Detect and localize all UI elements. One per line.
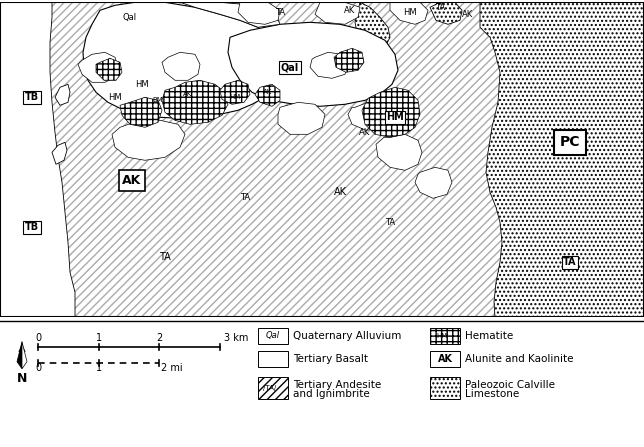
Text: 0: 0 <box>35 363 41 373</box>
Bar <box>258 328 288 344</box>
Polygon shape <box>220 80 250 104</box>
Polygon shape <box>228 22 398 106</box>
Text: TA: TA <box>435 3 445 12</box>
Text: AK: AK <box>345 6 355 15</box>
Text: HM: HM <box>229 94 241 100</box>
Polygon shape <box>96 58 122 80</box>
Polygon shape <box>83 2 282 118</box>
Text: Hematite: Hematite <box>465 331 513 341</box>
Polygon shape <box>112 120 185 160</box>
Polygon shape <box>78 52 118 82</box>
Bar <box>430 351 460 367</box>
Text: 2 mi: 2 mi <box>162 363 183 373</box>
Text: TB: TB <box>25 222 39 232</box>
Text: TA: TA <box>385 218 395 227</box>
Polygon shape <box>255 84 280 106</box>
Text: Tertiary Andesite: Tertiary Andesite <box>293 380 381 390</box>
Bar <box>258 351 288 367</box>
Text: TB: TB <box>25 92 39 102</box>
Text: Tertiary Basalt: Tertiary Basalt <box>293 354 368 364</box>
Polygon shape <box>120 97 162 127</box>
Text: AK: AK <box>462 10 473 19</box>
Text: TA: TA <box>564 257 577 267</box>
Text: 0: 0 <box>35 333 41 343</box>
Polygon shape <box>376 134 422 170</box>
Bar <box>258 377 288 399</box>
Text: AK: AK <box>334 187 346 197</box>
Polygon shape <box>315 2 360 24</box>
Polygon shape <box>22 342 27 369</box>
Text: HM: HM <box>108 93 122 102</box>
Polygon shape <box>348 102 386 131</box>
Polygon shape <box>362 87 420 137</box>
Text: AK: AK <box>263 89 272 95</box>
Polygon shape <box>415 167 452 198</box>
Text: /TA/: /TA/ <box>263 385 277 391</box>
Polygon shape <box>238 2 280 24</box>
Polygon shape <box>334 48 364 72</box>
Polygon shape <box>0 2 75 317</box>
Polygon shape <box>355 2 390 52</box>
Polygon shape <box>180 2 280 27</box>
Text: AK: AK <box>122 174 142 187</box>
Text: PC: PC <box>560 135 580 149</box>
Bar <box>430 377 460 399</box>
Bar <box>430 328 460 344</box>
Text: N: N <box>17 372 27 385</box>
Polygon shape <box>480 2 644 317</box>
Polygon shape <box>162 52 200 80</box>
Text: BM: BM <box>153 97 164 103</box>
Text: HM: HM <box>135 80 149 89</box>
Text: 1: 1 <box>95 363 102 373</box>
Text: HM: HM <box>386 112 404 122</box>
Text: AK: AK <box>437 354 453 364</box>
Polygon shape <box>390 2 428 24</box>
Text: Alunite and Kaolinite: Alunite and Kaolinite <box>465 354 574 364</box>
Polygon shape <box>162 80 228 124</box>
Text: AK: AK <box>359 128 371 137</box>
Text: TA: TA <box>240 193 250 202</box>
Polygon shape <box>430 2 462 24</box>
Polygon shape <box>52 142 67 164</box>
Text: and Ignimbrite: and Ignimbrite <box>293 389 370 399</box>
Polygon shape <box>17 342 22 369</box>
Polygon shape <box>310 52 348 78</box>
Text: 3 km: 3 km <box>224 333 249 343</box>
Text: Qal: Qal <box>266 331 280 340</box>
Text: HM: HM <box>403 8 417 17</box>
Text: TA: TA <box>159 252 171 262</box>
Text: Quaternary Alluvium: Quaternary Alluvium <box>293 331 401 341</box>
Text: Qal: Qal <box>123 13 137 22</box>
Text: Limestone: Limestone <box>465 389 519 399</box>
Text: 2: 2 <box>156 333 162 343</box>
Text: HM: HM <box>437 333 448 339</box>
Text: Paleozoic Calville: Paleozoic Calville <box>465 380 555 390</box>
Polygon shape <box>55 84 70 105</box>
Polygon shape <box>278 102 325 134</box>
Text: Qal: Qal <box>281 62 299 72</box>
Text: AK: AK <box>184 91 193 97</box>
Text: 1: 1 <box>95 333 102 343</box>
Text: TA: TA <box>275 8 285 17</box>
